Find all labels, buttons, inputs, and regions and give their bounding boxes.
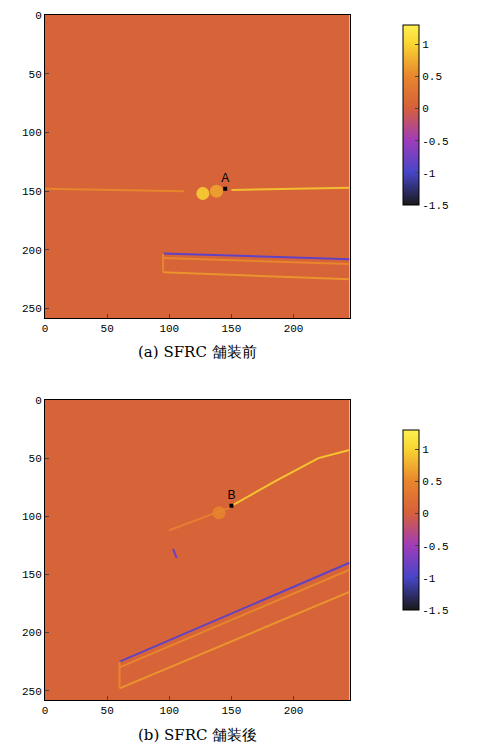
svg-text:-1.5: -1.5 (422, 605, 448, 617)
svg-text:150: 150 (222, 323, 242, 335)
svg-text:150: 150 (222, 705, 242, 717)
svg-text:250: 250 (22, 686, 42, 698)
svg-text:200: 200 (284, 705, 304, 717)
svg-text:1: 1 (422, 39, 429, 51)
svg-text:50: 50 (29, 69, 42, 81)
svg-text:-1: -1 (422, 573, 436, 585)
svg-text:100: 100 (159, 705, 179, 717)
svg-text:-0.5: -0.5 (422, 136, 448, 148)
svg-text:1: 1 (422, 444, 429, 456)
svg-text:0: 0 (35, 10, 42, 22)
svg-text:-0.5: -0.5 (422, 541, 448, 553)
svg-text:-1.5: -1.5 (422, 200, 448, 212)
svg-text:0: 0 (422, 103, 429, 115)
svg-text:50: 50 (101, 705, 114, 717)
svg-text:(a) SFRC 舗装前: (a) SFRC 舗装前 (138, 343, 257, 361)
svg-text:100: 100 (22, 127, 42, 139)
svg-text:200: 200 (22, 245, 42, 257)
svg-text:(b) SFRC 舗装後: (b) SFRC 舗装後 (138, 726, 257, 744)
svg-text:50: 50 (29, 453, 42, 465)
svg-text:50: 50 (101, 323, 114, 335)
svg-text:150: 150 (22, 569, 42, 581)
svg-text:200: 200 (284, 323, 304, 335)
svg-text:250: 250 (22, 303, 42, 315)
svg-text:0: 0 (422, 508, 429, 520)
svg-text:0: 0 (42, 323, 49, 335)
svg-text:-1: -1 (422, 168, 436, 180)
svg-text:0.5: 0.5 (422, 71, 442, 83)
svg-text:A: A (221, 171, 229, 185)
svg-text:150: 150 (22, 186, 42, 198)
svg-text:0.5: 0.5 (422, 476, 442, 488)
svg-text:100: 100 (22, 511, 42, 523)
svg-text:200: 200 (22, 627, 42, 639)
svg-text:100: 100 (159, 323, 179, 335)
svg-text:0: 0 (42, 705, 49, 717)
svg-text:B: B (227, 488, 235, 502)
svg-text:0: 0 (35, 395, 42, 407)
